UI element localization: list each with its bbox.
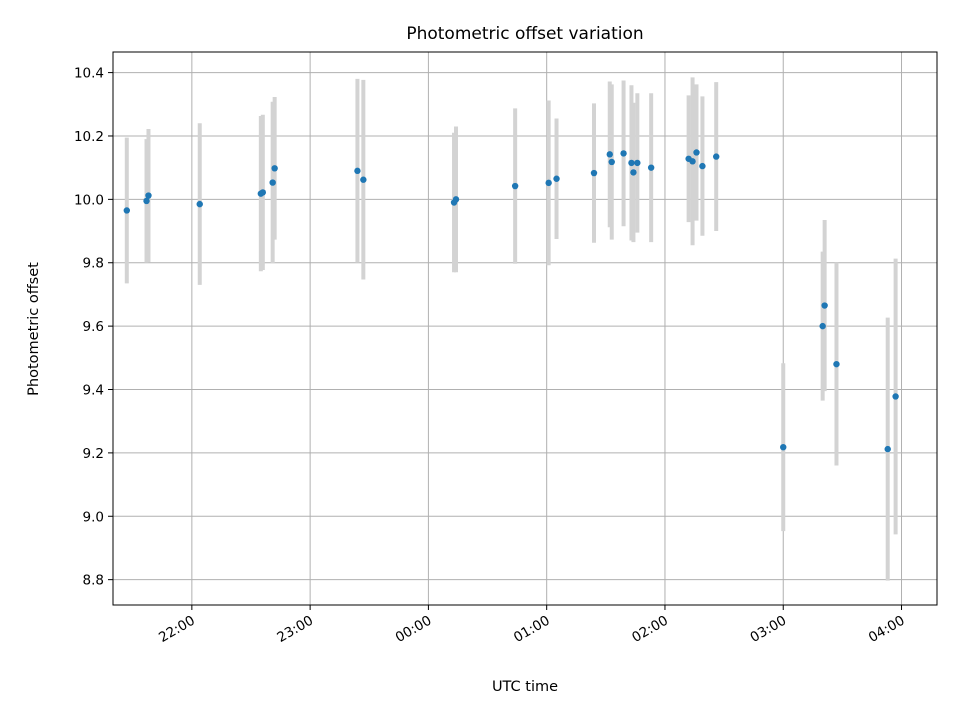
grid-lines [113,52,937,605]
x-axis-label: UTC time [492,679,558,695]
y-tick-label: 9.0 [83,509,104,525]
data-point [620,150,627,157]
data-point [259,189,267,196]
data-point [780,443,787,451]
data-point [123,207,130,214]
x-tick-label: 03:00 [748,613,790,646]
y-tick-label: 9.4 [83,383,104,399]
x-tick-label: 04:00 [866,613,908,646]
data-point [511,182,519,190]
data-point [634,159,641,167]
chart-title: Photometric offset variation [406,24,643,44]
data-point [630,169,637,176]
y-tick-label: 10.0 [74,192,104,208]
data-point [628,159,635,167]
data-point [143,197,150,205]
error-bars [124,77,898,581]
x-tick-label: 23:00 [274,613,316,646]
data-point [833,360,840,368]
data-point [196,200,203,208]
data-point [271,165,278,172]
data-point [452,196,460,203]
data-point [608,158,615,166]
data-point [892,393,899,400]
y-tick-label: 10.4 [74,66,104,82]
y-tick-label: 9.6 [83,319,104,335]
data-point [689,158,696,165]
x-tick-label: 00:00 [393,613,435,646]
y-tick-label: 8.8 [83,573,104,589]
data-point [553,175,560,182]
data-point [145,192,152,199]
data-point [354,167,361,175]
data-point [269,179,276,186]
y-axis-label: Photometric offset [26,262,42,396]
y-tick-label: 9.2 [83,446,104,462]
y-tick-label: 9.8 [83,256,104,272]
data-point [821,302,828,309]
data-point [884,445,891,453]
data-point [819,322,826,330]
data-point [590,169,598,177]
data-point [713,153,720,160]
y-tick-label: 10.2 [74,129,104,145]
x-tick-label: 02:00 [629,613,671,646]
x-tick-label: 22:00 [156,613,198,646]
data-point [699,162,706,170]
data-point [606,151,613,158]
data-point [360,176,367,183]
data-point [545,179,552,187]
plot-frame [112,51,938,606]
x-tick-label: 01:00 [511,613,553,646]
data-point [647,164,655,171]
x-axis-ticks: 22:00 23:00 00:00 01:00 02:00 03:00 04:00 [156,605,908,646]
y-axis-ticks: 8.8 9.0 9.2 9.4 9.6 9.8 10.0 10.2 10.4 [74,66,113,589]
data-points [123,149,899,453]
data-point [693,149,700,156]
